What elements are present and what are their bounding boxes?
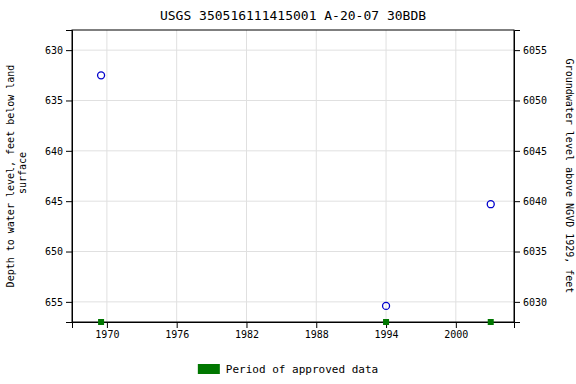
tick-mark xyxy=(514,50,520,51)
legend-item: Period of approved data xyxy=(198,363,378,376)
tick-label: 1976 xyxy=(165,329,189,340)
tick-mark xyxy=(66,151,72,152)
tick-label: 6040 xyxy=(523,196,547,207)
tick: 1988 xyxy=(305,322,329,340)
legend: Period of approved data xyxy=(198,363,378,376)
tick: 6035 xyxy=(514,246,547,257)
grid-line xyxy=(246,30,247,322)
plot-frame xyxy=(72,30,514,322)
tick: 1976 xyxy=(165,322,189,340)
tick-mark xyxy=(66,302,72,303)
grid-line xyxy=(72,50,514,51)
tick-label: 655 xyxy=(45,297,63,308)
period-marker xyxy=(488,319,494,325)
marks xyxy=(98,72,495,310)
grid-line xyxy=(316,30,317,322)
point xyxy=(487,201,494,208)
tick-mark xyxy=(514,151,520,152)
tick-label: 6050 xyxy=(523,95,547,106)
tick-mark xyxy=(246,322,247,328)
tick-label: 645 xyxy=(45,196,63,207)
tick-mark xyxy=(514,100,520,101)
y2-axis-title: Groundwater level above NGVD 1929, feet xyxy=(564,59,575,294)
tick-label: 650 xyxy=(45,246,63,257)
tick: 630 xyxy=(45,45,72,56)
tick-mark xyxy=(177,322,178,328)
tick-mark xyxy=(456,322,457,328)
grid xyxy=(72,30,514,322)
x-axis: 1970 1976 1982 1988 1994 2000 xyxy=(73,322,515,340)
y2-axis: 6055 6050 6045 6040 6035 6030 xyxy=(514,31,547,323)
period-marker xyxy=(383,319,389,325)
grid-line xyxy=(72,100,514,101)
tick-mark xyxy=(514,201,520,202)
tick-mark xyxy=(66,201,72,202)
tick-label: 6030 xyxy=(523,297,547,308)
grid-line xyxy=(72,201,514,202)
tick: 6050 xyxy=(514,95,547,106)
tick-mark xyxy=(66,50,72,51)
tick: 650 xyxy=(45,246,72,257)
tick-mark xyxy=(316,322,317,328)
point xyxy=(98,72,105,79)
chart: 1970197619821988199420006306356406456506… xyxy=(0,0,576,384)
tick: 655 xyxy=(45,297,72,308)
tick: 6055 xyxy=(514,45,547,56)
grid-line xyxy=(72,150,514,151)
tick: 640 xyxy=(45,146,72,157)
tick: 1982 xyxy=(235,322,259,340)
period-markers xyxy=(98,319,494,325)
tick-label: 630 xyxy=(45,45,63,56)
tick: 6030 xyxy=(514,297,547,308)
grid-line xyxy=(72,301,514,302)
tick-label: 6055 xyxy=(523,45,547,56)
tick-label: 2000 xyxy=(444,329,468,340)
tick-mark xyxy=(107,322,108,328)
plot: 1970197619821988199420006306356406456506… xyxy=(45,30,547,340)
tick: 6040 xyxy=(514,196,547,207)
tick-label: 640 xyxy=(45,146,63,157)
axis-line xyxy=(66,31,73,323)
y-axis-title: Depth to water level, feet below land su… xyxy=(5,65,28,288)
tick-mark xyxy=(66,100,72,101)
grid-line xyxy=(72,251,514,252)
y-axis: 630 635 640 645 650 655 xyxy=(45,31,73,323)
tick-mark xyxy=(514,302,520,303)
tick-label: 6045 xyxy=(523,146,547,157)
grid-line xyxy=(176,30,177,322)
tick-mark xyxy=(514,252,520,253)
tick-label: 1988 xyxy=(305,329,329,340)
tick: 6045 xyxy=(514,146,547,157)
grid-line xyxy=(455,30,456,322)
point xyxy=(383,302,390,309)
grid-line xyxy=(386,30,387,322)
tick: 645 xyxy=(45,196,72,207)
tick-label: 6035 xyxy=(523,246,547,257)
tick: 2000 xyxy=(444,322,468,340)
legend-label: Period of approved data xyxy=(226,363,378,376)
period-marker xyxy=(98,319,104,325)
tick-label: 1982 xyxy=(235,329,259,340)
tick-label: 635 xyxy=(45,95,63,106)
grid-line xyxy=(106,30,107,322)
tick-label: 1970 xyxy=(95,329,119,340)
legend-swatch xyxy=(198,364,220,374)
title: USGS 350516111415001 A-20-07 30BDB xyxy=(160,8,426,23)
axis-line xyxy=(73,323,515,329)
tick-label: 1994 xyxy=(375,329,399,340)
tick-mark xyxy=(66,252,72,253)
tick: 635 xyxy=(45,95,72,106)
axis-line xyxy=(515,31,521,323)
